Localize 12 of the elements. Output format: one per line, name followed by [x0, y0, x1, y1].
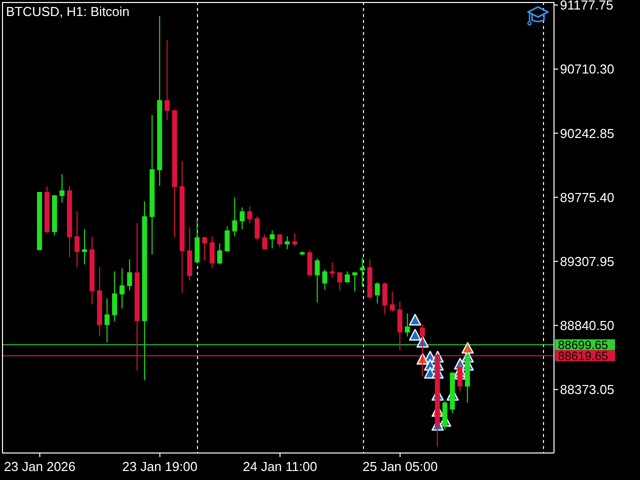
x-tick-label: 24 Jan 11:00 [242, 459, 318, 474]
x-tick-label: 23 Jan 19:00 [122, 459, 198, 474]
y-tick-label: 89307.95 [560, 254, 614, 269]
y-tick-label: 90710.30 [560, 62, 614, 77]
y-tick-label: 91177.75 [560, 0, 614, 13]
y-tick-label: 88840.50 [560, 318, 614, 334]
y-tick-label: 90242.85 [560, 126, 614, 141]
y-tick-label: 89775.40 [560, 190, 614, 205]
x-tick-label: 23 Jan 2026 [4, 459, 76, 474]
chart-title: BTCUSD, H1: Bitcoin [6, 4, 130, 19]
y-tick-label: 88373.05 [560, 382, 614, 398]
x-tick-label: 25 Jan 05:00 [362, 459, 438, 474]
